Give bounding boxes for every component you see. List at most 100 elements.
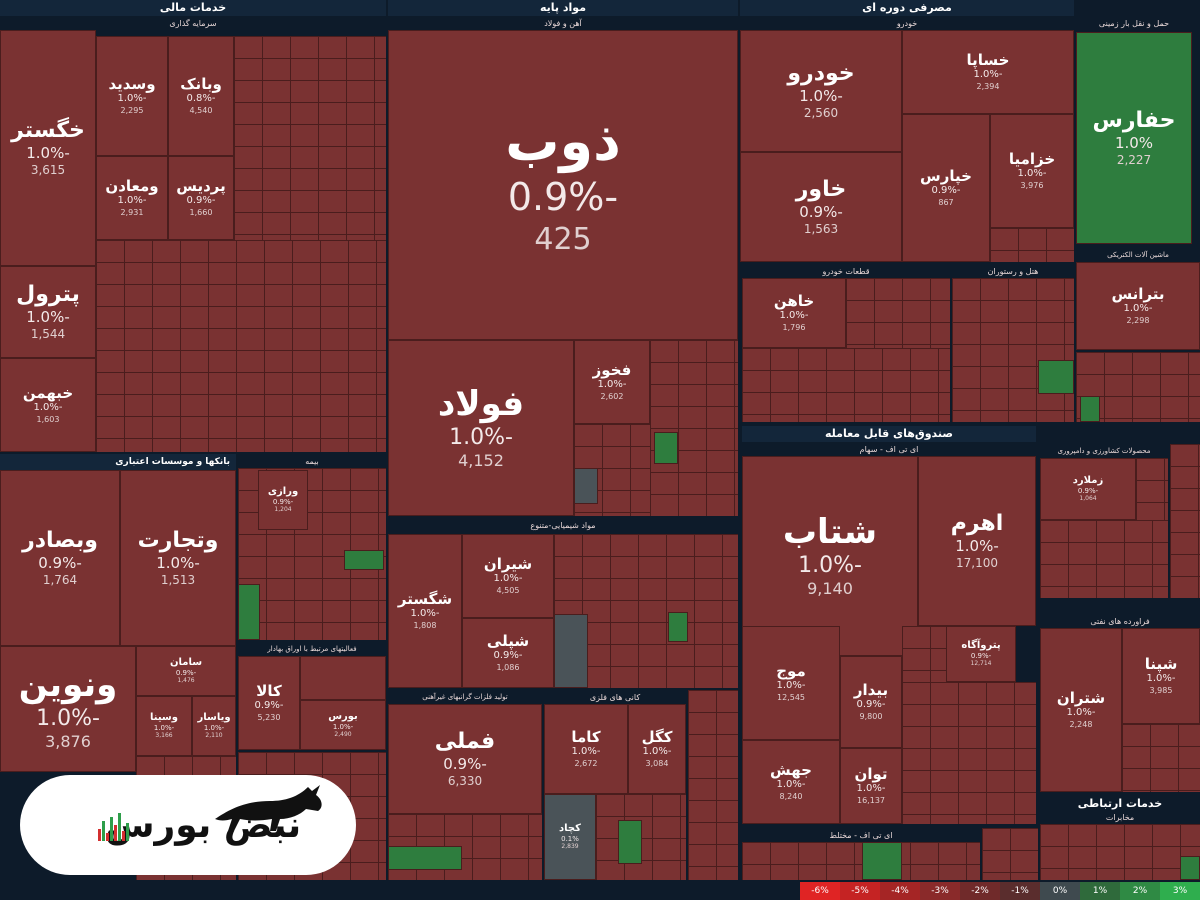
tile-pardis[interactable]: پردیس -0.9% 1,660 <box>168 156 234 240</box>
sector-insurance: بیمه ورازی -0.9% 1,204 <box>238 454 386 640</box>
tile-bours[interactable]: بورس -1.0% 2,490 <box>300 700 386 750</box>
tile-percent: 0.1% <box>561 834 579 843</box>
tile-petrol[interactable]: پترول -1.0% 1,544 <box>0 266 96 358</box>
tile-khpars[interactable]: خپارس -0.9% 867 <box>902 114 990 262</box>
tile-jahesh[interactable]: جهش -1.0% 8,240 <box>742 740 840 824</box>
tile-khahen[interactable]: خاهن -1.0% 1,796 <box>742 278 846 348</box>
tile-shepli[interactable]: شپلی -0.9% 1,086 <box>462 618 554 688</box>
small-tiles <box>688 690 738 880</box>
tile-khavar[interactable]: خاور -0.9% 1,563 <box>740 152 902 262</box>
tile-green-small[interactable] <box>618 820 642 864</box>
tile-kama[interactable]: کاما -1.0% 2,672 <box>544 704 628 794</box>
tile-value: 3,976 <box>1020 180 1044 190</box>
tile-green-small[interactable] <box>1080 396 1100 422</box>
tile-vamaaden[interactable]: ومعادن -1.0% 2,931 <box>96 156 168 240</box>
tile-gray-small[interactable] <box>554 614 588 688</box>
sector-agri: محصولات کشاورزی و دامپروری زملارد -0.9% … <box>1040 444 1168 598</box>
tile-gray-small[interactable] <box>574 468 598 504</box>
tile-khodro[interactable]: خودرو -1.0% 2,560 <box>740 30 902 152</box>
bar-mark <box>118 813 121 841</box>
tile-hafars[interactable]: حفارس 1.0% 2,227 <box>1076 32 1192 244</box>
tile-foolad[interactable]: فولاد -1.0% 4,152 <box>388 340 574 516</box>
tile-value: 1,563 <box>803 221 839 236</box>
tile-percent: -1.0% <box>153 723 175 732</box>
tile-name: شیران <box>483 555 533 574</box>
tile-shatab[interactable]: شتاب -1.0% 9,140 <box>742 456 918 656</box>
tile-betrans[interactable]: بترانس -1.0% 2,298 <box>1076 262 1200 350</box>
tile-vabsader[interactable]: وبصادر -0.9% 1,764 <box>0 470 120 646</box>
tile-vanovin[interactable]: ونوین -1.0% 3,876 <box>0 646 136 772</box>
tile-vabank[interactable]: وبانک -0.8% 4,540 <box>168 36 234 156</box>
tile-kegol[interactable]: کگل -1.0% 3,084 <box>628 704 686 794</box>
tile-percent: -1.0% <box>856 783 886 795</box>
tile-faraboors[interactable] <box>300 656 386 700</box>
tile-percent: -1.0% <box>26 307 70 326</box>
tile-kala[interactable]: کالا -0.9% 5,230 <box>238 656 300 750</box>
bar-mark <box>110 817 113 841</box>
tile-percent: -1.0% <box>642 746 672 758</box>
tile-shegostar[interactable]: شگستر -1.0% 1,808 <box>388 534 462 688</box>
small-tiles <box>742 842 980 880</box>
legend-swatch: -4% <box>880 882 920 900</box>
tile-varazi[interactable]: ورازی -0.9% 1,204 <box>258 470 308 530</box>
sub-title: حمل و نقل بار زمینی <box>1098 19 1170 28</box>
tile-bidar[interactable]: بیدار -0.9% 9,800 <box>840 656 902 748</box>
tile-percent: -0.9% <box>272 497 294 506</box>
tile-petrovagah[interactable]: پتروآگاه -0.9% 12,714 <box>946 626 1016 682</box>
sector-funds: صندوق‌های قابل معامله ای تی اف - سهام شت… <box>742 426 1036 824</box>
tile-shatran[interactable]: شتران -1.0% 2,248 <box>1040 628 1122 792</box>
tile-name: شتاب <box>782 511 878 552</box>
sector-title: بانکها و موسسات اعتباری <box>0 454 236 470</box>
tile-green-small[interactable] <box>862 842 902 880</box>
tile-femli[interactable]: فملی -0.9% 6,330 <box>388 704 542 814</box>
tile-value: 1,660 <box>189 207 213 217</box>
tile-zob[interactable]: ذوب -0.9% 425 <box>388 30 738 340</box>
tile-value: 12,545 <box>777 692 805 702</box>
tile-name: خساپا <box>966 51 1010 70</box>
tile-khsapa[interactable]: خساپا -1.0% 2,394 <box>902 30 1074 114</box>
tile-kachad[interactable]: کچاد 0.1% 2,839 <box>544 794 596 880</box>
small-tiles <box>902 626 946 682</box>
tile-khbahman[interactable]: خبهمن -1.0% 1,603 <box>0 358 96 452</box>
sub-title: ای تی اف - سهام <box>859 445 919 454</box>
tile-zemelard[interactable]: زملارد -0.9% 1,064 <box>1040 458 1136 520</box>
tile-percent: -0.9% <box>38 553 82 572</box>
sector-bonds: فعالیتهای مرتبط با اوراق بهادار کالا -0.… <box>238 642 386 750</box>
tile-green-small[interactable] <box>238 584 260 640</box>
tile-moj[interactable]: موج -1.0% 12,545 <box>742 626 840 740</box>
tile-green-small[interactable] <box>388 846 462 870</box>
tile-saman[interactable]: سامان -0.9% 1,476 <box>136 646 236 696</box>
tile-viasar[interactable]: ویاسار -1.0% 2,110 <box>192 696 236 756</box>
tile-ahrom[interactable]: اهرم -1.0% 17,100 <box>918 456 1036 626</box>
tile-khzamia[interactable]: خزامیا -1.0% 3,976 <box>990 114 1074 228</box>
tile-vasadid[interactable]: وسدید -1.0% 2,295 <box>96 36 168 156</box>
tile-name: بورس <box>328 711 358 723</box>
tile-green-small[interactable] <box>1038 360 1074 394</box>
tile-green-small[interactable] <box>1180 856 1200 880</box>
tile-shepna[interactable]: شپنا -1.0% 3,985 <box>1122 628 1200 724</box>
tile-tavan[interactable]: توان -1.0% 16,137 <box>840 748 902 824</box>
tile-green-small[interactable] <box>654 432 678 464</box>
small-tiles <box>1040 520 1168 598</box>
tile-khegostar[interactable]: خگستر -1.0% 3,615 <box>0 30 96 266</box>
sub-title: هتل و رستوران <box>987 267 1039 276</box>
tile-name: کگل <box>641 728 673 747</box>
tile-green-small[interactable] <box>344 550 384 570</box>
tile-green-small[interactable] <box>668 612 688 642</box>
sector-metals: کانی های فلزی کاما -1.0% 2,672 کگل -1.0%… <box>544 690 686 880</box>
tile-percent: -1.0% <box>776 779 806 791</box>
tile-percent: -0.9% <box>1077 486 1099 495</box>
legend-swatch: -6% <box>800 882 840 900</box>
legend-swatch: 2% <box>1120 882 1160 900</box>
tile-name: شگستر <box>397 590 453 609</box>
tile-percent: -0.9% <box>970 651 992 660</box>
small-tiles <box>1122 724 1200 792</box>
tile-vasina[interactable]: وسینا -1.0% 3,166 <box>136 696 192 756</box>
tile-value: 2,298 <box>1126 315 1150 325</box>
tile-name: خبهمن <box>22 384 74 403</box>
tile-shiran[interactable]: شیران -1.0% 4,505 <box>462 534 554 618</box>
tile-percent: -0.9% <box>493 650 523 662</box>
tile-fakhooz[interactable]: فخوز -1.0% 2,602 <box>574 340 650 424</box>
tile-vatejarat[interactable]: وتجارت -1.0% 1,513 <box>120 470 236 646</box>
bar-mark <box>98 829 101 841</box>
